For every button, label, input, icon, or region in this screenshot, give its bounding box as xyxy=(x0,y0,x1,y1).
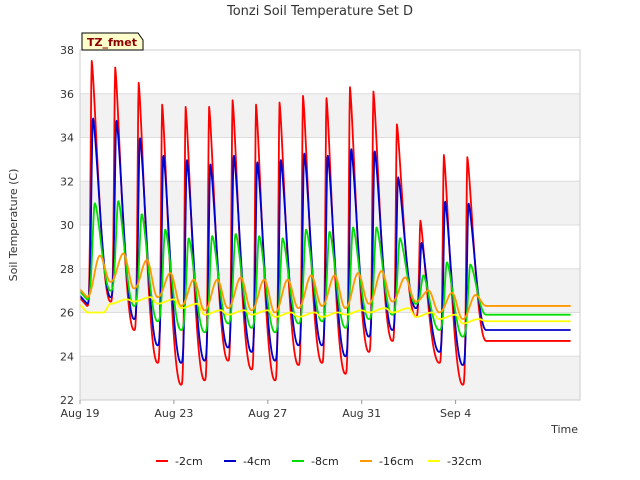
y-tick-label: 26 xyxy=(60,307,74,320)
x-axis: Aug 19 Aug 23 Aug 27 Aug 31 Sep 4 xyxy=(61,400,471,420)
plot-area xyxy=(80,49,580,401)
grid-band xyxy=(80,93,580,138)
grid-band xyxy=(80,356,580,400)
y-tick-label: 24 xyxy=(60,350,74,363)
y-tick-label: 30 xyxy=(60,219,74,232)
series-layer xyxy=(79,60,572,386)
y-tick-label: 32 xyxy=(60,175,74,188)
legend-label: -2cm xyxy=(175,455,203,468)
series-line-neg2cm xyxy=(79,60,572,386)
x-tick-label: Aug 23 xyxy=(154,407,193,420)
y-axis-label: Soil Temperature (C) xyxy=(7,169,20,282)
legend-label: -4cm xyxy=(243,455,271,468)
legend-label: -16cm xyxy=(379,455,414,468)
x-tick-label: Aug 27 xyxy=(248,407,287,420)
y-axis: 22 24 26 28 30 32 34 36 38 xyxy=(60,44,74,407)
legend: -2cm -4cm -8cm -16cm -32cm xyxy=(156,455,482,468)
site-label: TZ_fmet xyxy=(87,36,137,49)
site-label-box: TZ_fmet xyxy=(81,32,144,51)
x-axis-label: Time xyxy=(550,423,578,436)
legend-label: -32cm xyxy=(447,455,482,468)
chart-title: Tonzi Soil Temperature Set D xyxy=(226,4,413,19)
series-line-neg32cm xyxy=(79,296,572,325)
y-tick-label: 38 xyxy=(60,44,74,57)
y-tick-label: 22 xyxy=(60,394,74,407)
y-tick-label: 36 xyxy=(60,88,74,101)
legend-label: -8cm xyxy=(311,455,339,468)
x-tick-label: Sep 4 xyxy=(440,407,471,420)
y-tick-label: 34 xyxy=(60,132,74,145)
plot-frame xyxy=(79,49,581,401)
series-line-neg16cm xyxy=(79,252,572,320)
x-tick-label: Aug 19 xyxy=(61,407,100,420)
x-tick-label: Aug 31 xyxy=(342,407,381,420)
y-tick-label: 28 xyxy=(60,263,74,276)
series-line-neg4cm xyxy=(79,117,572,366)
